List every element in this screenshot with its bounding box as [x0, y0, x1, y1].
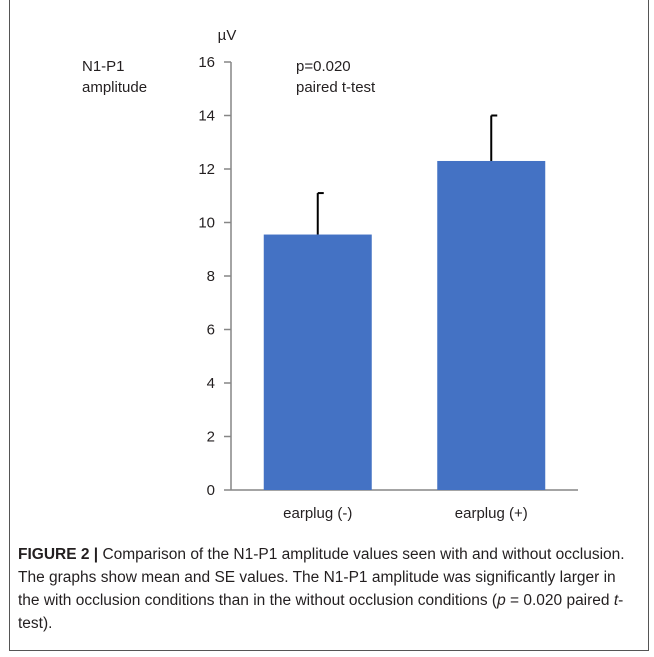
figure-caption: FIGURE 2 | Comparison of the N1-P1 ampli…: [18, 543, 630, 635]
y-tick-label-3: 6: [207, 322, 215, 339]
annotation-line2: paired t-test: [296, 79, 376, 96]
caption-t-symbol: t: [613, 592, 619, 609]
caption-text-b: = 0.020 paired: [505, 592, 614, 609]
bar-0: [263, 234, 372, 490]
figure-frame: [9, 0, 649, 651]
y-tick-label-4: 8: [207, 268, 215, 285]
caption-text-c: -test).: [18, 592, 624, 632]
y-tick-label-0: 0: [207, 482, 215, 499]
y-tick-label-5: 10: [198, 215, 215, 232]
x-tick-label-0: earplug (-): [283, 505, 352, 522]
caption-text-a: Comparison of the N1-P1 amplitude values…: [18, 546, 625, 609]
annotation-line1: p=0.020: [296, 58, 351, 75]
y-tick-label-8: 16: [198, 54, 215, 71]
y-tick-label-7: 14: [198, 108, 215, 125]
y-tick-label-2: 4: [207, 375, 215, 392]
bar-chart: µV N1-P1 amplitude p=0.020 paired t-test…: [82, 27, 578, 522]
caption-label: FIGURE 2 |: [18, 546, 99, 563]
y-axis-label-line1: N1-P1: [82, 58, 125, 75]
y-tick-label-1: 2: [207, 429, 215, 446]
bar-1: [437, 160, 546, 490]
x-tick-label-1: earplug (+): [455, 505, 528, 522]
y-tick-label-6: 12: [198, 161, 215, 178]
unit-label: µV: [218, 27, 237, 44]
caption-p-symbol: p: [497, 592, 506, 609]
y-axis-label-line2: amplitude: [82, 79, 147, 96]
